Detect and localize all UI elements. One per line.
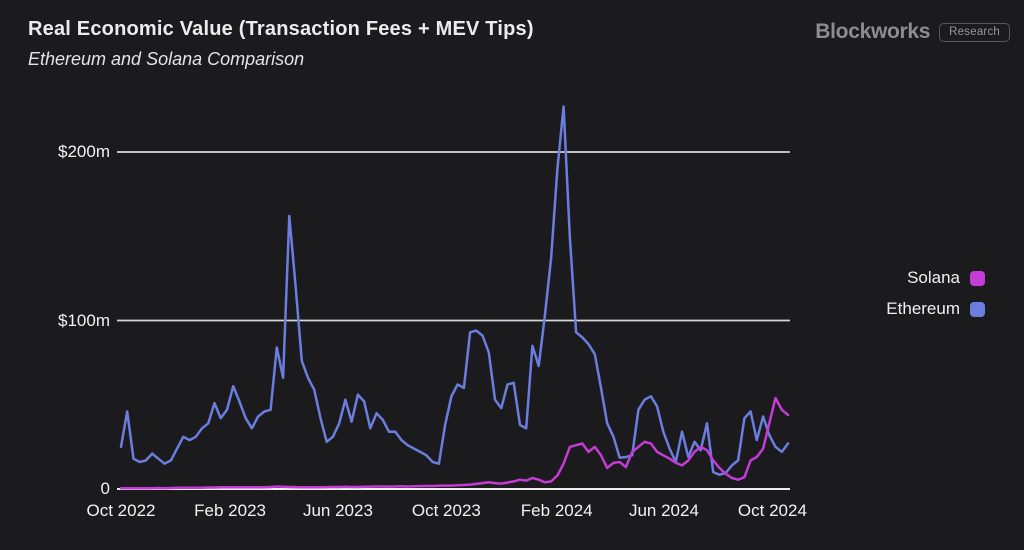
solana-line — [119, 396, 790, 490]
legend-item-solana: Solana — [886, 264, 985, 292]
chart-header: Real Economic Value (Transaction Fees + … — [28, 16, 534, 70]
y-tick-label: $100m — [58, 310, 110, 330]
blockworks-logo: Blockworks Research — [815, 20, 1010, 44]
y-tick-label: 0 — [100, 479, 110, 498]
x-tick-label: Feb 2023 — [194, 501, 266, 520]
legend-item-ethereum: Ethereum — [886, 295, 985, 323]
legend-label: Solana — [907, 268, 960, 287]
blockworks-wordmark: Blockworks — [815, 20, 931, 43]
legend-swatch-ethereum — [970, 301, 985, 317]
chart-title: Real Economic Value (Transaction Fees + … — [28, 18, 534, 40]
legend-swatch-solana — [970, 270, 985, 286]
chart-subtitle: Ethereum and Solana Comparison — [28, 49, 305, 69]
research-badge: Research — [939, 22, 1010, 42]
legend-label: Ethereum — [886, 299, 960, 318]
x-tick-label: Jun 2023 — [302, 501, 373, 520]
x-tick-label: Jun 2024 — [628, 501, 699, 520]
x-tick-label: Oct 2023 — [411, 501, 481, 520]
y-tick-label: $200m — [58, 142, 110, 161]
chart-legend: Solana Ethereum — [886, 264, 985, 323]
x-tick-label: Oct 2024 — [737, 501, 807, 520]
x-tick-label: Oct 2022 — [86, 501, 156, 520]
x-tick-label: Feb 2024 — [520, 501, 593, 520]
ethereum-line — [119, 105, 790, 476]
